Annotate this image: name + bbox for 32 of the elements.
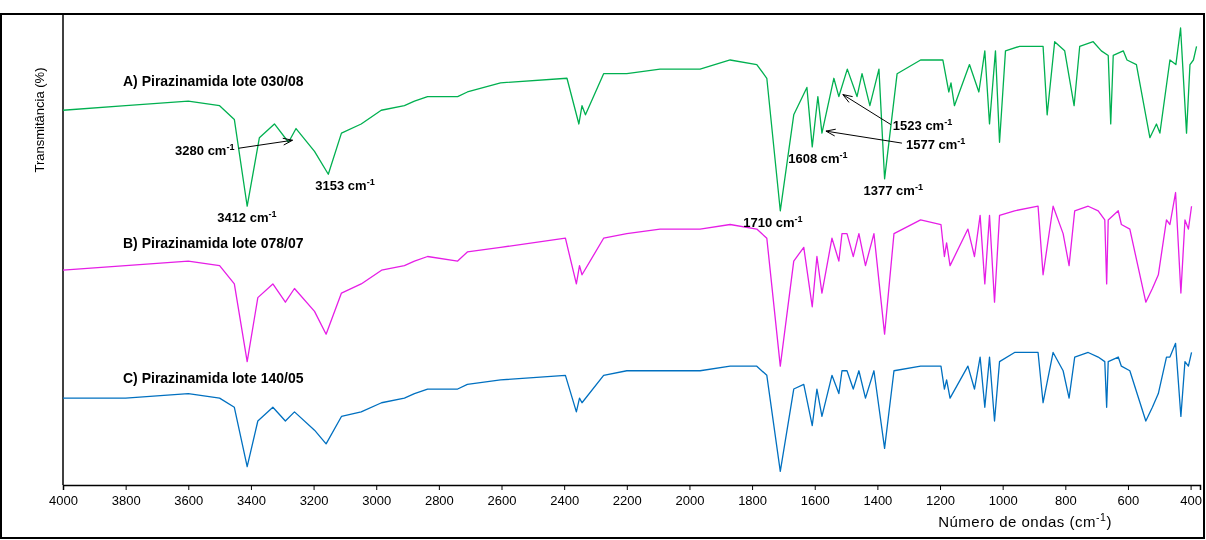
x-tick-label: 1200 bbox=[926, 492, 955, 508]
annotation: 3153 cm$^{-1}$ bbox=[315, 177, 375, 194]
series-label: A) Pirazinamida lote 030/08 bbox=[123, 73, 304, 89]
x-tick-label: 400 bbox=[1180, 492, 1202, 508]
x-tick-label: 1400 bbox=[863, 492, 893, 508]
annotation: 1608 cm$^{-1}$ bbox=[788, 149, 848, 166]
series-label: B) Pirazinamida lote 078/07 bbox=[123, 235, 304, 251]
annotation: 1377 cm$^{-1}$ bbox=[863, 181, 924, 198]
annotation: 3412 cm$^{-1}$ bbox=[217, 209, 277, 226]
x-tick-label: 3800 bbox=[111, 492, 141, 508]
series-label: C) Pirazinamida lote 140/05 bbox=[123, 370, 304, 386]
x-tick-label: 3000 bbox=[362, 492, 392, 508]
x-axis-title: Número de ondas (cm$^{-1}$) bbox=[938, 511, 1112, 530]
x-tick-label: 4000 bbox=[49, 492, 78, 508]
y-axis-title: Transmitância (%) bbox=[32, 67, 47, 173]
x-tick-label: 2400 bbox=[550, 492, 580, 508]
x-tick-label: 2800 bbox=[424, 492, 454, 508]
annotation: 1577 cm$^{-1}$ bbox=[905, 136, 966, 153]
x-tick-label: 2200 bbox=[612, 492, 642, 508]
x-tick-label: 800 bbox=[1054, 492, 1077, 508]
x-tick-label: 2000 bbox=[675, 492, 705, 508]
annotation: 3280 cm$^{-1}$ bbox=[175, 142, 235, 159]
annotation: 1523 cm$^{-1}$ bbox=[892, 116, 953, 133]
x-tick-label: 3400 bbox=[236, 492, 266, 508]
x-tick-label: 2600 bbox=[487, 492, 517, 508]
x-tick-label: 1800 bbox=[738, 492, 768, 508]
x-tick-label: 1000 bbox=[988, 492, 1018, 508]
x-tick-label: 3600 bbox=[174, 492, 204, 508]
x-tick-label: 3200 bbox=[299, 492, 329, 508]
x-tick-label: 600 bbox=[1117, 492, 1140, 508]
x-tick-label: 1600 bbox=[800, 492, 830, 508]
annotation: 1710 cm$^{-1}$ bbox=[743, 213, 803, 230]
